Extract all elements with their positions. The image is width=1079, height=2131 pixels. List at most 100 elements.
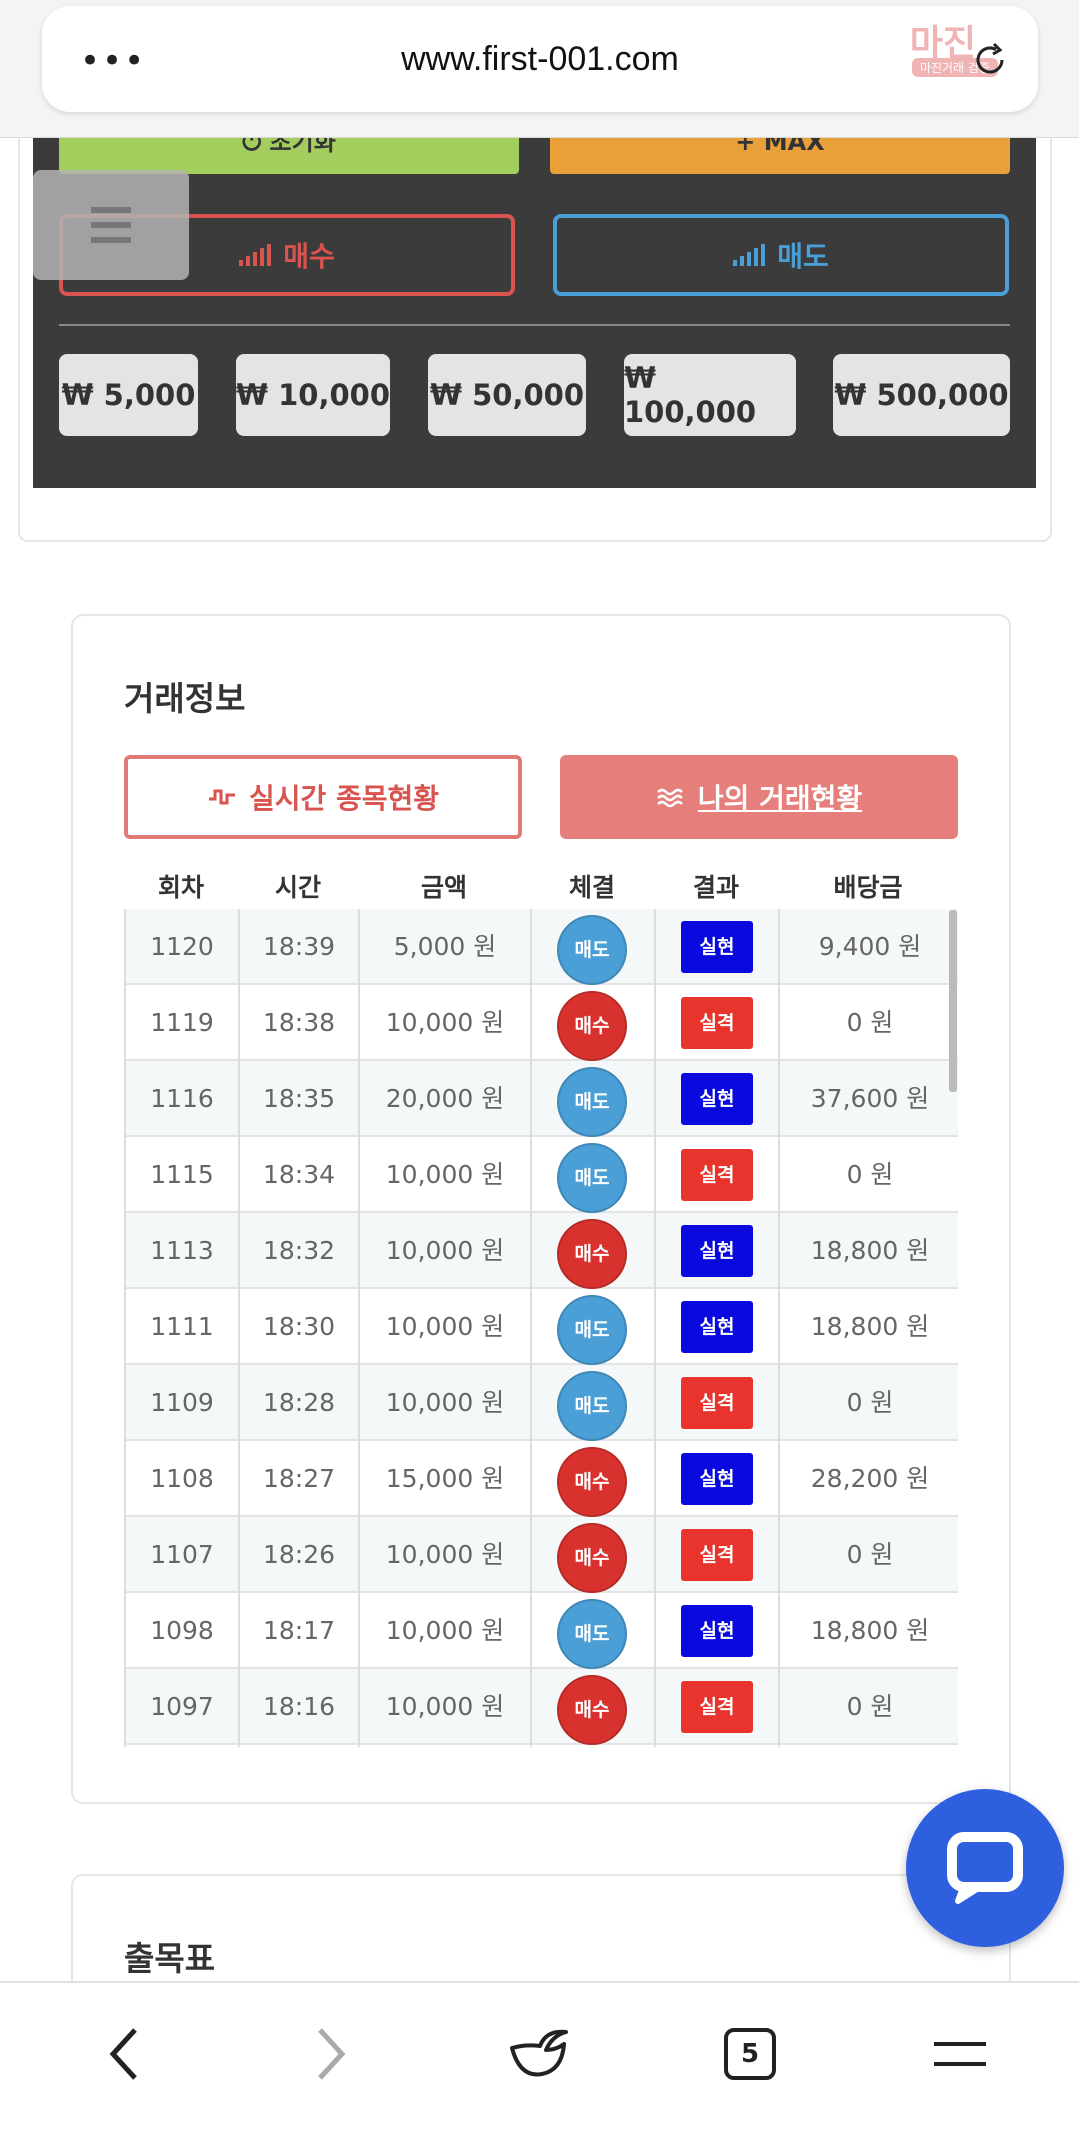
fill-badge: 매도 (557, 1295, 627, 1365)
cell-round: 1107 (126, 1517, 240, 1593)
sell-button[interactable]: 매도 (553, 214, 1009, 296)
chevron-right-icon (318, 2028, 346, 2080)
chat-button[interactable] (906, 1789, 1064, 1947)
panel-divider (59, 324, 1010, 326)
cell-fill (532, 1745, 656, 1747)
cell-result: 실현 (656, 1213, 780, 1289)
reload-icon[interactable] (970, 40, 1010, 80)
cell-payout: 0 원 (846, 1692, 894, 1721)
back-button[interactable] (90, 2019, 160, 2089)
cell-round (126, 1745, 240, 1747)
result-badge: 실격 (681, 1149, 753, 1201)
result-badge: 실현 (681, 1453, 753, 1505)
chevron-left-icon (109, 2028, 137, 2080)
hamburger-menu-button[interactable] (33, 170, 189, 280)
cell-fill: 매도 (532, 1289, 656, 1365)
cell-payout: 9,400 원 (818, 932, 922, 961)
table-row: 1097 18:16 10,000 원 매수 실격 0 원 (126, 1669, 958, 1745)
sell-label: 매도 (777, 240, 829, 273)
cell-result: 실격 (656, 985, 780, 1061)
cell-round: 1119 (126, 985, 240, 1061)
cell-payout (780, 1745, 958, 1747)
cell-round: 1113 (126, 1213, 240, 1289)
cell-payout: 0 원 (846, 1160, 894, 1189)
cell-amount: 10,000 원 (360, 1365, 532, 1441)
table-header: 회차 시간 금액 체결 결과 배당금 (124, 868, 958, 912)
home-button[interactable] (503, 2019, 573, 2089)
cell-payout: 28,200 원 (810, 1464, 930, 1493)
cell-payout: 0 원 (846, 1388, 894, 1417)
result-badge: 실현 (681, 1301, 753, 1353)
amount-button-5000[interactable]: ₩ 5,000 (59, 354, 198, 436)
table-row: 1119 18:38 10,000 원 매수 실격 0 원 (126, 985, 958, 1061)
watermark-subtext: 마진거래 검증 (911, 58, 998, 77)
cell-amount: 10,000 원 (360, 1137, 532, 1213)
cell-time: 18:35 (240, 1061, 360, 1137)
amount-button-500000[interactable]: ₩ 500,000 (833, 354, 1010, 436)
fill-badge: 매수 (557, 1447, 627, 1517)
amount-button-50000[interactable]: ₩ 50,000 (428, 354, 586, 436)
table-row: 1098 18:17 10,000 원 매도 실현 18,800 원 (126, 1593, 958, 1669)
result-badge: 실현 (681, 1225, 753, 1277)
forward-button[interactable] (295, 2019, 365, 2089)
trade-table[interactable]: 1120 18:39 5,000 원 매도 실현 9,400 원 1119 18:38 10,0… (124, 909, 958, 1747)
amount-button-100000[interactable]: ₩ 100,000 (624, 354, 796, 436)
result-badge: 실격 (681, 1529, 753, 1581)
cell-round: 1098 (126, 1593, 240, 1669)
tabs-button[interactable]: 5 (715, 2019, 785, 2089)
browser-menu-button[interactable] (925, 2019, 995, 2089)
table-row: 1111 18:30 10,000 원 매도 실현 18,800 원 (126, 1289, 958, 1365)
address-bar[interactable]: ••• www.first-001.com 마진 마진거래 검증 (42, 6, 1038, 112)
cell-round: 1116 (126, 1061, 240, 1137)
cell-amount: 10,000 원 (360, 1669, 532, 1745)
table-row (126, 1745, 958, 1747)
tab-my-trades[interactable]: 나의 거래현황 (560, 755, 958, 839)
cell-time (240, 1745, 360, 1747)
table-scrollbar[interactable] (949, 910, 957, 1092)
cell-fill: 매수 (532, 1213, 656, 1289)
chart-card-title: 출목표 (124, 1939, 216, 1978)
fill-badge: 매도 (557, 1067, 627, 1137)
table-row: 1120 18:39 5,000 원 매도 실현 9,400 원 (126, 909, 958, 985)
hamburger-icon (934, 2042, 986, 2066)
table-row: 1109 18:28 10,000 원 매도 실격 0 원 (126, 1365, 958, 1441)
cell-round: 1108 (126, 1441, 240, 1517)
whale-icon (510, 2029, 568, 2077)
cell-payout: 18,800 원 (810, 1236, 930, 1265)
cell-result: 실현 (656, 1061, 780, 1137)
cell-amount: 10,000 원 (360, 985, 532, 1061)
pulse-icon (208, 789, 235, 805)
tab-live-label: 실시간 종목현황 (248, 782, 440, 815)
fill-badge: 매도 (557, 1599, 627, 1669)
cell-fill: 매수 (532, 1441, 656, 1517)
cell-fill: 매수 (532, 1669, 656, 1745)
cell-result: 실현 (656, 909, 780, 985)
cell-fill: 매도 (532, 1593, 656, 1669)
cell-fill: 매도 (532, 1365, 656, 1441)
cell-result: 실현 (656, 1289, 780, 1365)
cell-time: 18:32 (240, 1213, 360, 1289)
signal-bars-icon (239, 244, 272, 266)
cell-payout: 18,800 원 (810, 1616, 930, 1645)
fill-badge: 매수 (557, 991, 627, 1061)
cell-fill: 매도 (532, 1061, 656, 1137)
result-badge: 실격 (681, 997, 753, 1049)
cell-result: 실격 (656, 1669, 780, 1745)
cell-time: 18:28 (240, 1365, 360, 1441)
cell-amount: 10,000 원 (360, 1517, 532, 1593)
cell-time: 18:27 (240, 1441, 360, 1517)
fill-badge: 매수 (557, 1675, 627, 1745)
result-badge: 실격 (681, 1681, 753, 1733)
url-text[interactable]: www.first-001.com (401, 40, 679, 78)
cell-fill: 매수 (532, 1517, 656, 1593)
amount-button-10000[interactable]: ₩ 10,000 (236, 354, 390, 436)
cell-time: 18:38 (240, 985, 360, 1061)
menu-icon-bar (91, 222, 131, 228)
column-header-fill: 체결 (568, 873, 615, 902)
cell-amount: 20,000 원 (360, 1061, 532, 1137)
tab-live-status[interactable]: 실시간 종목현황 (124, 755, 522, 839)
cell-time: 18:30 (240, 1289, 360, 1365)
browser-menu-icon[interactable]: ••• (80, 41, 147, 81)
buy-button[interactable]: 매수 (59, 214, 515, 296)
trade-info-title: 거래정보 (124, 679, 246, 718)
